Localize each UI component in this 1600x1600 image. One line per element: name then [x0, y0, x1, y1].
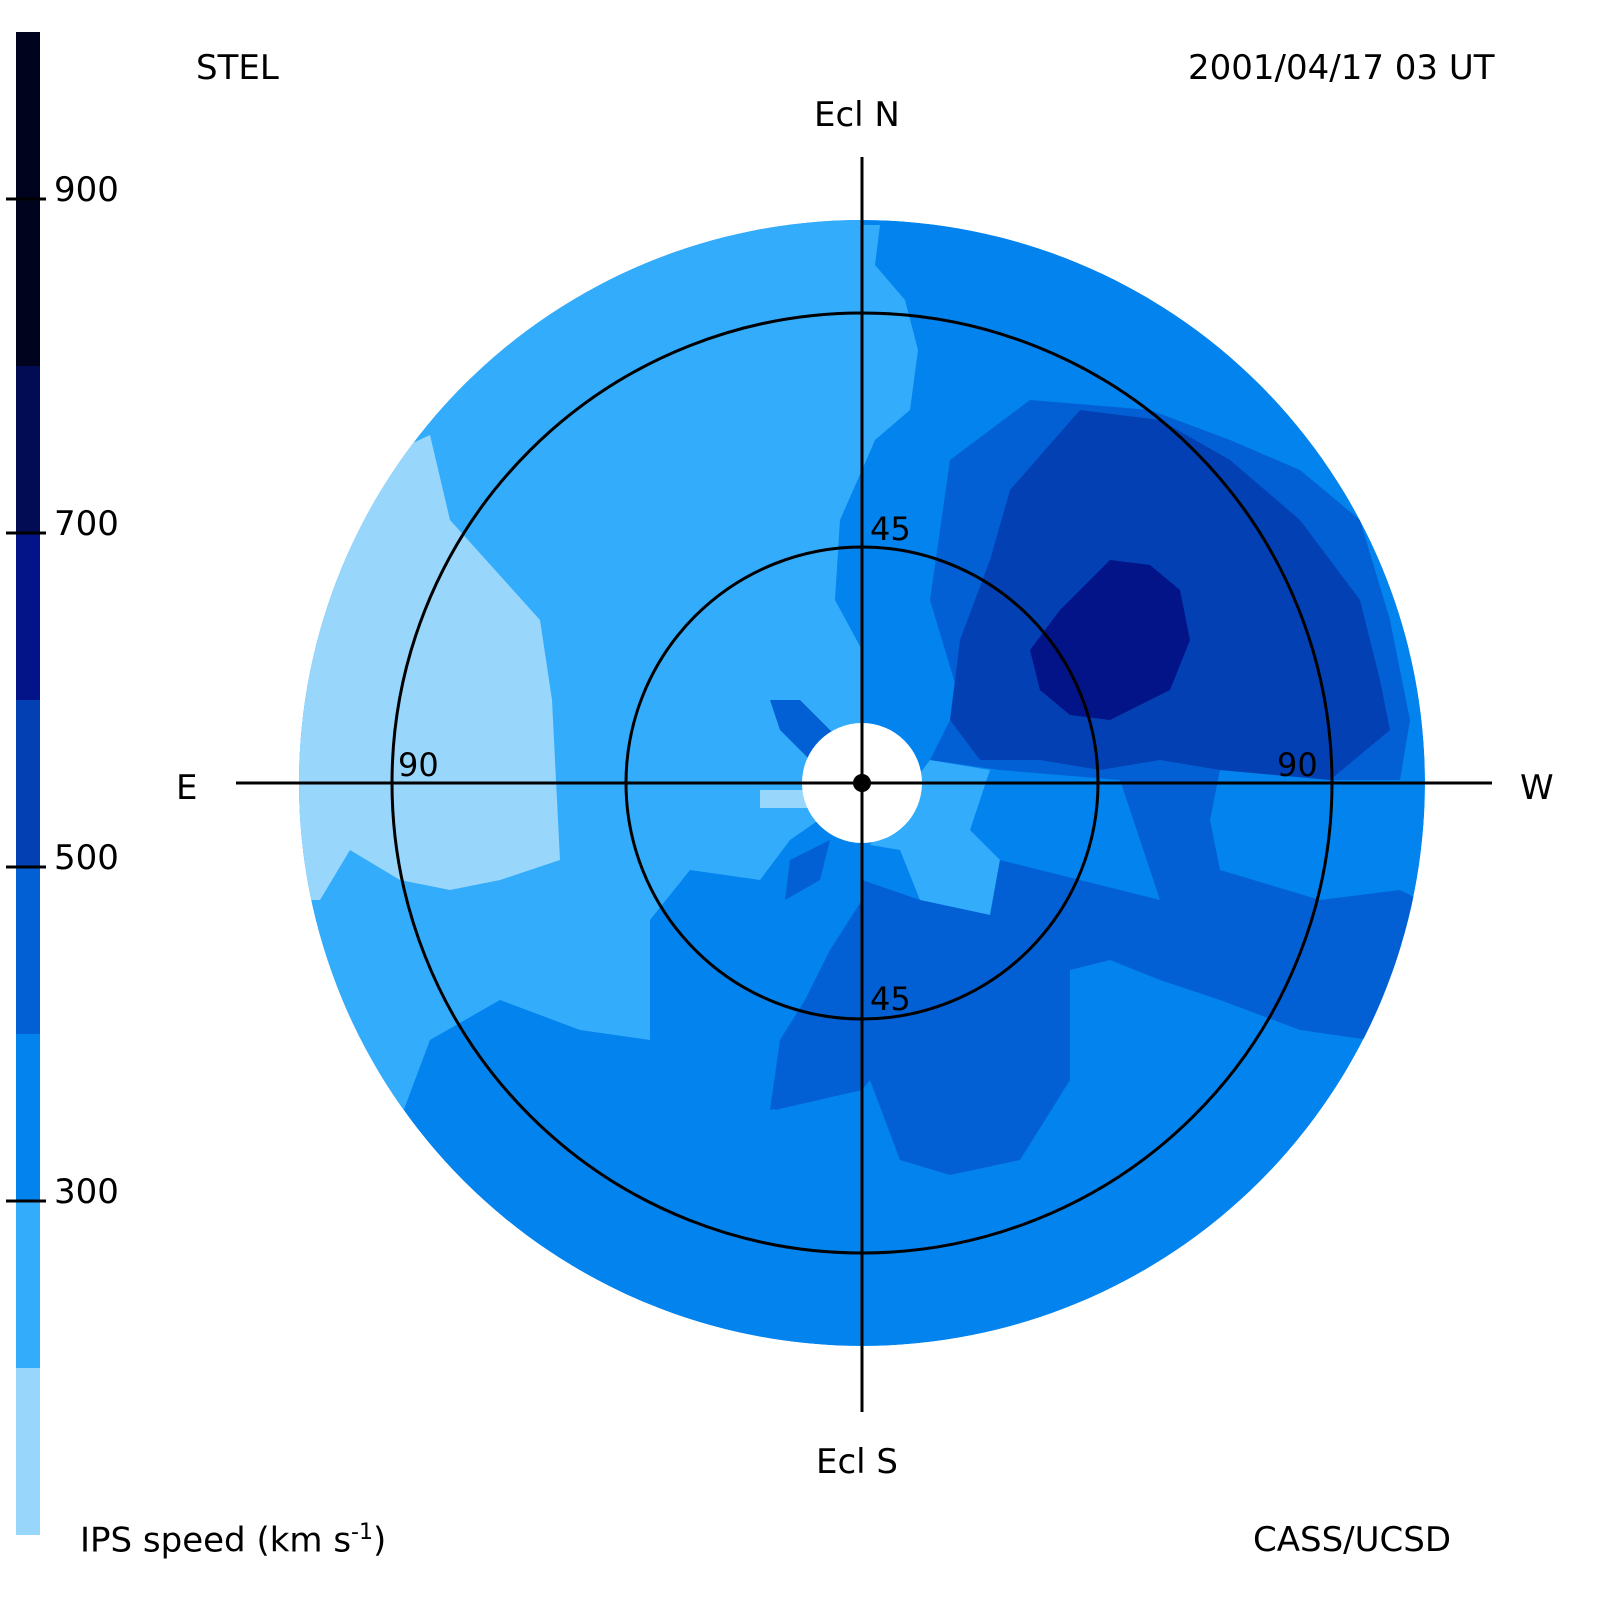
- colorbar-tick-label-300: 300: [54, 1172, 119, 1212]
- direction-south-label: Ecl S: [816, 1442, 899, 1482]
- direction-west-label: W: [1520, 768, 1554, 808]
- observatory-label: STEL: [196, 48, 279, 88]
- region-700-core: [1030, 560, 1190, 720]
- colorbar-tick-label-700: 700: [54, 504, 119, 544]
- colorbar-tick-label-500: 500: [54, 838, 119, 878]
- ring-label-90-west: 90: [1277, 746, 1318, 784]
- colorbar-segment-300: [16, 1201, 40, 1368]
- datetime-label: 2001/04/17 03 UT: [1188, 48, 1495, 88]
- colorbar-segment-400: [16, 1034, 40, 1201]
- ring-label-45-north: 45: [870, 510, 911, 548]
- direction-north-label: Ecl N: [814, 95, 900, 135]
- sun-center-marker: [853, 774, 871, 792]
- ring-label-45-south: 45: [870, 980, 911, 1018]
- colorbar: 900 700 500 300: [6, 32, 119, 1535]
- colorbar-segment-500: [16, 867, 40, 1034]
- colorbar-segment-600: [16, 700, 40, 867]
- colorbar-tick-label-900: 900: [54, 170, 119, 210]
- region-300-northeast: [862, 225, 918, 470]
- ring-label-90-east: 90: [398, 746, 439, 784]
- colorbar-title-end: ): [372, 1520, 387, 1561]
- colorbar-segment-700: [16, 533, 40, 700]
- direction-east-label: E: [176, 768, 198, 808]
- region-500-south-lobe: [775, 900, 862, 1110]
- region-200-small: [760, 790, 810, 808]
- colorbar-segment-800: [16, 366, 40, 533]
- colorbar-segment-200: [16, 1368, 40, 1535]
- colorbar-title-main: IPS speed (km s: [80, 1520, 352, 1561]
- colorbar-title: IPS speed (km s-1): [80, 1520, 386, 1560]
- credit-label: CASS/UCSD: [1253, 1520, 1452, 1560]
- colorbar-title-exponent: -1: [351, 1520, 373, 1545]
- region-300-east: [299, 220, 862, 1120]
